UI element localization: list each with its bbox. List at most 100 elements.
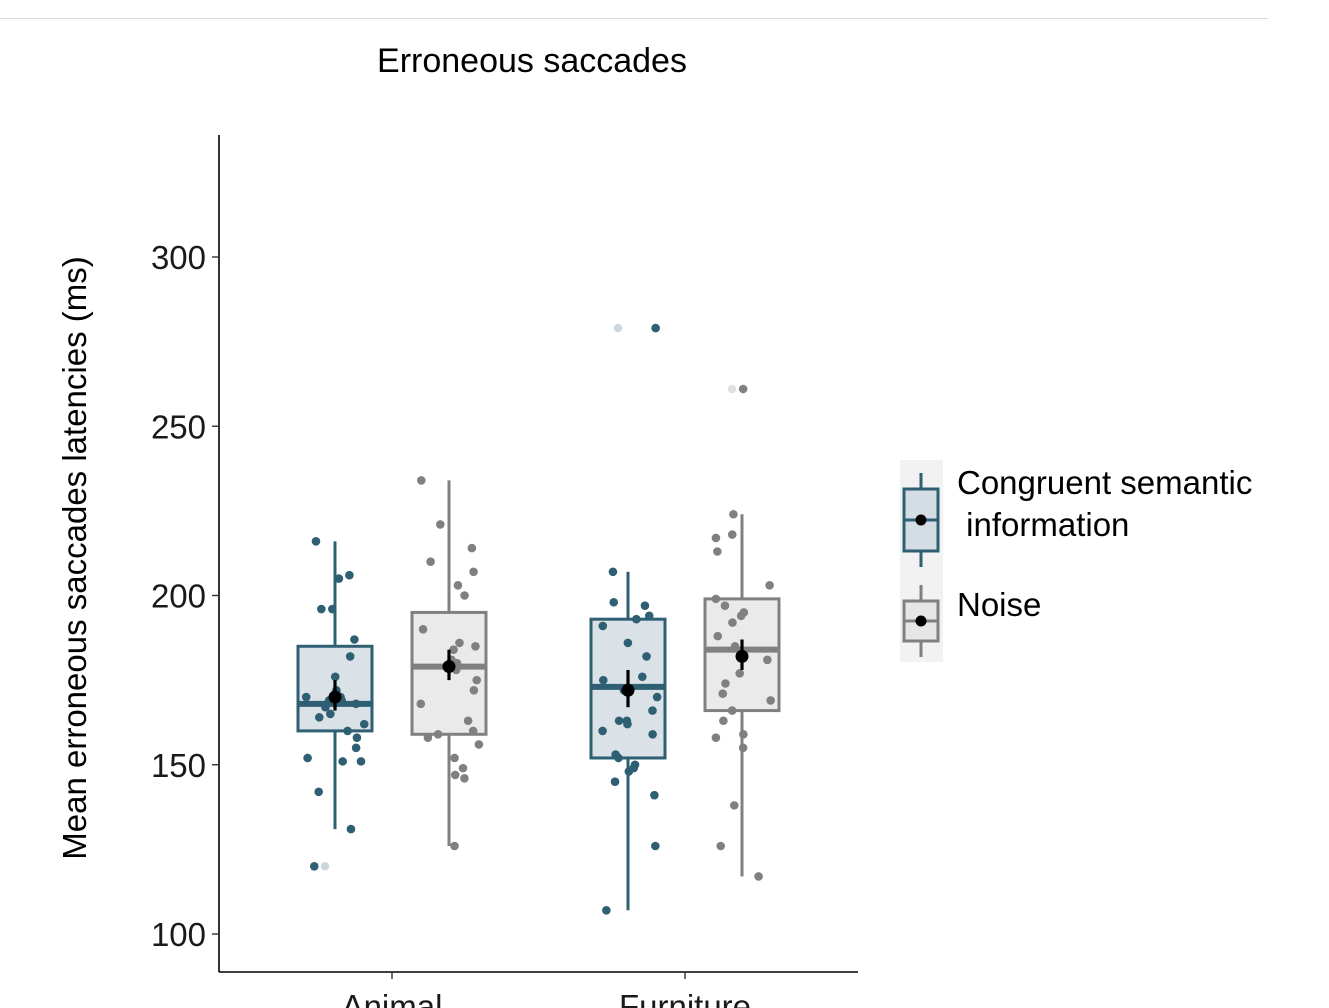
data-point	[720, 601, 730, 610]
legend-item-noise: Noise	[902, 585, 1041, 657]
y-tick-label: 300	[151, 239, 206, 276]
mean-point	[328, 690, 342, 704]
data-point	[467, 543, 477, 553]
data-point	[766, 696, 775, 705]
data-point	[642, 652, 651, 661]
outlier-point	[727, 384, 737, 394]
data-point	[463, 716, 473, 726]
data-point	[303, 753, 312, 763]
data-point	[469, 685, 479, 695]
mean-point	[621, 683, 635, 697]
data-point	[317, 604, 326, 614]
data-point	[418, 625, 428, 634]
data-point	[598, 726, 607, 736]
data-point	[599, 675, 608, 685]
data-point	[738, 384, 748, 394]
y-tick-label: 100	[151, 916, 206, 953]
data-point	[728, 618, 737, 627]
data-point	[346, 824, 356, 834]
data-point	[730, 641, 740, 651]
data-point	[330, 672, 340, 682]
data-point	[610, 777, 620, 786]
legend-label-noise: Noise	[957, 586, 1041, 623]
data-point	[453, 581, 463, 590]
y-tick-label: 150	[151, 747, 206, 784]
data-point	[640, 601, 650, 610]
data-point	[651, 323, 660, 333]
x-tick-label-furniture: Furniture	[619, 988, 751, 1008]
data-point	[450, 841, 459, 851]
data-point	[351, 699, 361, 709]
data-point	[450, 753, 459, 763]
data-point	[716, 841, 726, 851]
data-point	[721, 679, 730, 688]
data-point	[763, 655, 772, 665]
data-point	[614, 716, 624, 726]
data-point	[651, 841, 660, 851]
data-point	[713, 631, 723, 641]
data-point	[623, 719, 632, 729]
data-point	[738, 743, 748, 753]
data-point	[729, 801, 739, 810]
data-point	[608, 567, 618, 577]
data-point	[644, 611, 654, 621]
data-point	[433, 729, 443, 739]
data-point	[334, 574, 344, 583]
data-point	[426, 557, 435, 566]
data-point	[624, 767, 634, 776]
legend-item-congruent: Congruent semantic information	[902, 464, 1252, 567]
data-point	[650, 790, 659, 800]
data-point	[648, 729, 657, 739]
data-point	[711, 533, 721, 543]
chart-title: Erroneous saccades	[377, 42, 687, 80]
data-point	[359, 719, 369, 729]
data-point	[614, 753, 623, 763]
data-point	[474, 740, 484, 749]
data-point	[765, 581, 774, 590]
data-point	[632, 614, 641, 624]
box-group-noise-animal	[410, 476, 488, 851]
data-point	[638, 672, 647, 682]
data-point	[326, 709, 335, 719]
data-point	[356, 757, 366, 766]
data-point	[469, 567, 478, 577]
data-point	[609, 597, 619, 607]
data-point	[739, 729, 748, 739]
data-point	[468, 726, 478, 736]
mean-point	[735, 649, 749, 663]
data-point	[648, 706, 657, 715]
data-point	[458, 763, 468, 773]
data-point	[301, 692, 311, 702]
data-point	[450, 770, 460, 780]
y-tick-label: 250	[151, 408, 206, 445]
data-point	[711, 594, 721, 604]
data-point	[718, 689, 728, 698]
data-point	[652, 692, 662, 702]
data-point	[436, 520, 445, 529]
legend-key-mean	[915, 514, 927, 526]
data-point	[623, 638, 633, 648]
data-point	[460, 591, 469, 600]
outlier-point	[320, 862, 330, 871]
data-point	[338, 757, 347, 766]
data-point	[472, 675, 482, 685]
data-point	[327, 604, 337, 614]
data-point	[350, 635, 359, 644]
data-point	[736, 611, 746, 621]
data-point	[711, 733, 721, 742]
data-point	[754, 872, 763, 881]
data-point	[309, 862, 319, 871]
data-point	[460, 773, 469, 783]
data-point	[713, 547, 722, 556]
data-point	[351, 743, 361, 753]
data-point	[416, 699, 426, 709]
legend-label-congruent: information	[957, 506, 1129, 543]
data-point	[449, 645, 458, 654]
data-point	[417, 476, 426, 485]
data-point	[314, 713, 324, 722]
data-point	[311, 537, 321, 546]
legend-key-mean	[915, 615, 927, 627]
box-group-congruent-furniture	[589, 323, 667, 915]
data-point	[602, 906, 611, 915]
